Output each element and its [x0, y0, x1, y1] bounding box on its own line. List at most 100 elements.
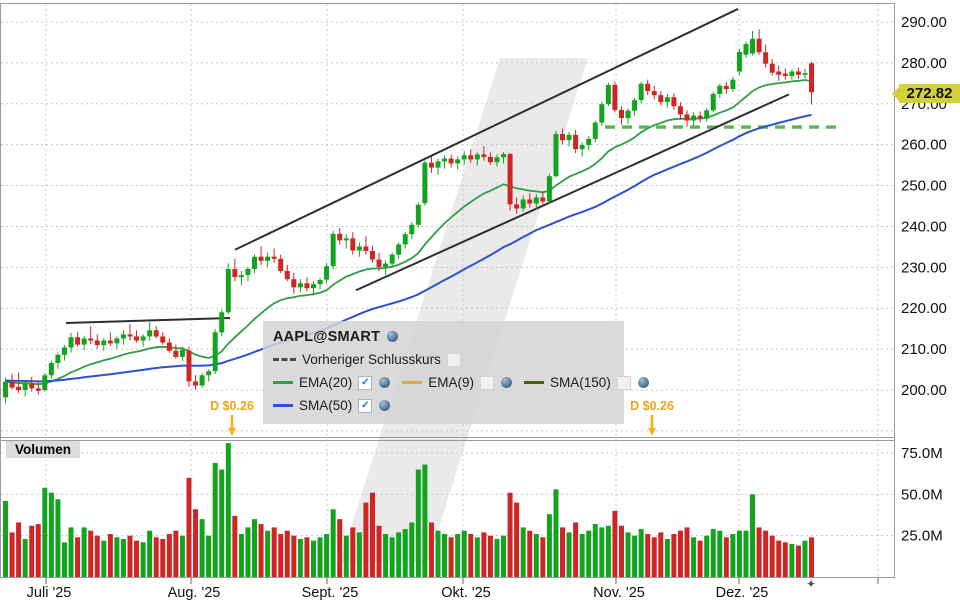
candle-body	[664, 97, 670, 103]
legend-item-ema-9-: EMA(9)	[402, 375, 513, 390]
latest-bar-marker[interactable]: ✦	[806, 577, 817, 591]
volume-bar	[232, 515, 238, 577]
candle-body	[337, 233, 343, 241]
volume-bar	[140, 542, 146, 577]
candle-body	[769, 63, 775, 73]
candle-body	[35, 388, 41, 391]
candle-body	[442, 158, 448, 162]
candle-body	[553, 134, 559, 177]
legend-row-previous-close: Vorheriger Schlusskurs	[273, 348, 614, 371]
volume-bar	[461, 530, 467, 577]
symbol-label: AAPL@SMART	[273, 328, 381, 345]
legend-checkbox[interactable]	[480, 375, 495, 390]
candle-body	[422, 162, 428, 204]
candle-body	[147, 330, 153, 337]
volume-bar	[474, 537, 480, 577]
volume-bar	[730, 534, 736, 577]
volume-bar	[723, 537, 729, 577]
globe-icon[interactable]	[379, 400, 391, 411]
price-axis[interactable]: 290.00280.00270.00260.00250.00240.00230.…	[901, 14, 947, 545]
volume-bar	[376, 525, 382, 577]
globe-icon[interactable]	[637, 377, 649, 388]
globe-icon[interactable]	[387, 331, 399, 342]
volume-bar	[114, 537, 120, 577]
legend-checkbox[interactable]: ✓	[358, 375, 373, 390]
candle-body	[514, 204, 520, 209]
volume-bar	[677, 530, 683, 577]
legend-box: AAPL@SMART Vorheriger Schlusskurs EMA(20…	[263, 321, 649, 424]
watermark	[340, 58, 588, 562]
candle-body	[140, 336, 146, 341]
volume-bar	[756, 527, 762, 577]
volume-bar	[612, 510, 618, 577]
volume-bar	[802, 540, 808, 577]
dividend-arrowhead-icon	[228, 428, 236, 436]
legend-checkbox[interactable]	[616, 375, 631, 390]
candle-body	[507, 154, 513, 205]
candle-body	[291, 279, 297, 288]
candle-body	[396, 244, 402, 255]
candle-body	[723, 85, 729, 90]
volume-bar	[442, 534, 448, 577]
candle-body	[586, 138, 592, 146]
candle-body	[48, 363, 54, 376]
globe-icon[interactable]	[501, 377, 513, 388]
volume-bar	[586, 530, 592, 577]
dividend-marker[interactable]: D $0.26	[210, 399, 254, 436]
volume-bar	[697, 540, 703, 577]
candle-body	[383, 263, 389, 267]
candle-body	[750, 38, 756, 54]
candle-body	[455, 159, 461, 164]
volume-bar	[494, 538, 500, 577]
volume-bar	[304, 537, 310, 577]
month-label: Nov. '25	[593, 585, 645, 600]
trendline[interactable]	[65, 317, 231, 324]
month-label: Dez. '25	[716, 585, 769, 600]
volume-bar	[671, 534, 677, 577]
legend-swatch-icon	[402, 381, 423, 384]
trendline[interactable]	[234, 8, 739, 251]
candle-body	[520, 199, 526, 209]
price-axis-label: 250.00	[901, 178, 947, 195]
globe-icon[interactable]	[379, 377, 391, 388]
candle-body	[651, 91, 657, 96]
volume-bar	[632, 535, 638, 577]
time-axis[interactable]: Juli '25 Aug. '25 Sept. '25 Okt. '25 Nov. '2…	[27, 585, 769, 600]
legend-swatch-icon	[273, 381, 293, 384]
candle-body	[29, 383, 35, 389]
volume-bar	[48, 492, 54, 577]
volume-bar	[147, 530, 153, 577]
candle-body	[258, 256, 264, 261]
volume-bar	[809, 537, 815, 577]
candle-body	[369, 250, 375, 260]
volume-bar	[297, 538, 303, 577]
candle-body	[632, 100, 638, 111]
volume-bar	[225, 443, 231, 577]
trendline[interactable]	[355, 93, 790, 292]
volume-bar	[166, 534, 172, 577]
candle-body	[265, 256, 271, 261]
candle-body	[55, 354, 61, 364]
volume-bar	[592, 524, 598, 577]
dividend-label: D $0.26	[210, 399, 254, 413]
price-axis-label: 240.00	[901, 218, 947, 235]
volume-bar	[664, 538, 670, 577]
legend-checkbox[interactable]: ✓	[358, 398, 373, 413]
volume-bar	[153, 537, 159, 577]
candle-body	[638, 83, 644, 101]
candle-body	[153, 330, 159, 337]
volume-bar	[383, 534, 389, 577]
volume-bar	[3, 500, 8, 577]
volume-bar	[337, 519, 343, 577]
volume-bar	[795, 545, 801, 577]
candlestick-series	[3, 29, 815, 404]
legend-checkbox[interactable]	[446, 352, 461, 367]
legend-item-label: SMA(150)	[550, 375, 611, 390]
candle-body	[435, 161, 441, 168]
volume-bar	[363, 502, 369, 577]
candle-body	[61, 347, 67, 355]
ema20-line	[5, 79, 812, 386]
dividend-marker[interactable]: D $0.26	[630, 399, 674, 436]
volume-bar	[271, 527, 277, 577]
